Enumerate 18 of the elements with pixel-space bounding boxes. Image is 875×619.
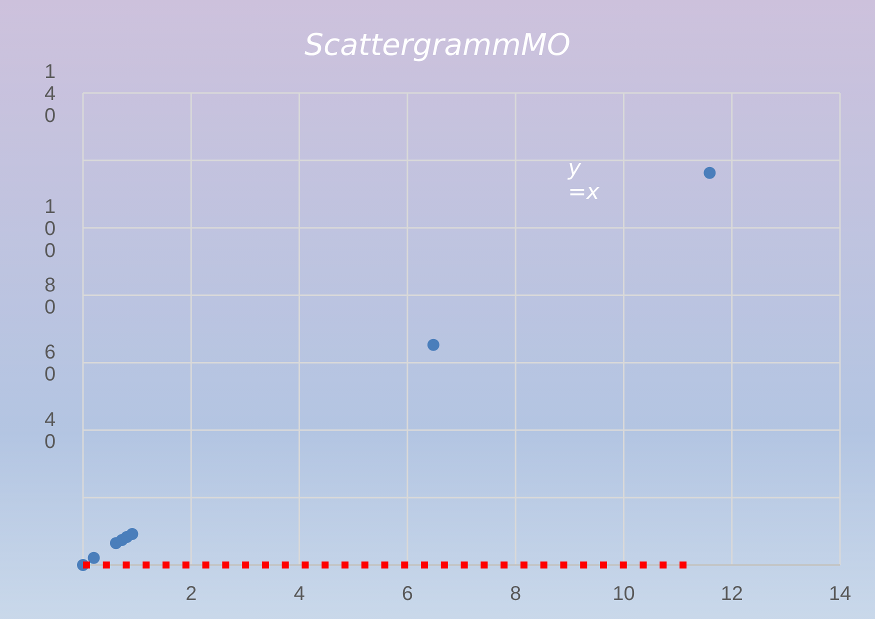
x-tick-label: 10: [612, 583, 635, 605]
x-tick-label: 2: [186, 583, 197, 605]
point: [427, 338, 440, 351]
x-tick-label: 8: [510, 583, 522, 605]
x-tick-label: 12: [720, 583, 743, 605]
x-tick-label: 4: [294, 583, 305, 605]
point: [126, 528, 138, 540]
point: [704, 166, 716, 179]
chart-title: ScattergrammMO: [304, 28, 570, 63]
annotation: y=x: [567, 156, 600, 205]
point: [88, 552, 100, 564]
y-tick-label: 8 0: [44, 274, 56, 318]
y-tick-label: 4 0: [44, 409, 56, 454]
x-tick-label: 14: [828, 583, 852, 605]
x-tick-label: 6: [402, 583, 413, 605]
y-tick-label: 1 4 0: [44, 61, 56, 127]
y-tick-label: 1 0 0: [44, 196, 56, 262]
y-tick-label: 6 0: [44, 342, 56, 386]
